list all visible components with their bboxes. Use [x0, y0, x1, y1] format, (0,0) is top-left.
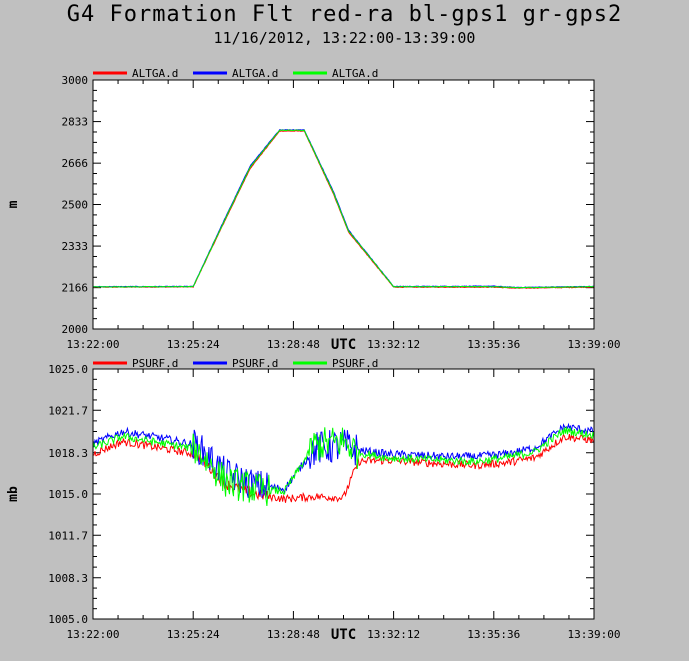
series-line — [92, 129, 595, 289]
y-axis-label: mb — [6, 486, 21, 502]
x-tick-label: 13:35:36 — [467, 628, 520, 641]
y-tick-label: 1025.0 — [48, 363, 88, 376]
x-tick-label: 13:39:00 — [568, 338, 621, 351]
x-tick-label: 13:22:00 — [67, 628, 120, 641]
y-tick-label: 2166 — [62, 282, 89, 295]
y-tick-label: 1005.0 — [48, 613, 88, 626]
legend-label: PSURF.d — [332, 357, 378, 370]
x-axis-label: UTC — [331, 337, 356, 353]
y-axis-label: m — [6, 200, 21, 208]
x-tick-label: 13:35:36 — [467, 338, 520, 351]
legend-label: ALTGA.d — [332, 67, 378, 80]
x-tick-label: 13:32:12 — [367, 338, 420, 351]
y-tick-label: 1008.3 — [48, 572, 88, 585]
legend-label: PSURF.d — [132, 357, 178, 370]
y-tick-label: 2666 — [62, 157, 89, 170]
legend-label: ALTGA.d — [132, 67, 178, 80]
y-tick-label: 1021.7 — [48, 404, 88, 417]
chart-subtitle: 11/16/2012, 13:22:00-13:39:00 — [213, 29, 476, 47]
y-tick-label: 2333 — [62, 240, 89, 253]
y-tick-label: 3000 — [62, 74, 89, 87]
y-tick-label: 1015.0 — [48, 488, 88, 501]
y-tick-label: 2000 — [62, 323, 89, 336]
y-tick-label: 2500 — [62, 199, 89, 212]
legend-label: ALTGA.d — [232, 67, 278, 80]
x-tick-label: 13:39:00 — [568, 628, 621, 641]
x-tick-label: 13:22:00 — [67, 338, 120, 351]
chart-title: G4 Formation Flt red-ra bl-gps1 gr-gps2 — [66, 2, 623, 27]
x-tick-label: 13:28:48 — [267, 338, 320, 351]
legend-label: PSURF.d — [232, 357, 278, 370]
x-tick-label: 13:25:24 — [167, 628, 220, 641]
series-line — [93, 433, 595, 503]
series-line — [92, 426, 595, 507]
x-tick-label: 13:25:24 — [167, 338, 220, 351]
x-tick-label: 13:32:12 — [367, 628, 420, 641]
plot-border — [92, 79, 595, 330]
plot-border — [92, 368, 595, 620]
x-tick-label: 13:28:48 — [267, 628, 320, 641]
y-tick-label: 2833 — [62, 116, 89, 129]
plot-area-1 — [92, 79, 595, 330]
x-axis-label: UTC — [331, 627, 356, 643]
y-tick-label: 1018.3 — [48, 447, 88, 460]
y-tick-label: 1011.7 — [48, 529, 88, 542]
